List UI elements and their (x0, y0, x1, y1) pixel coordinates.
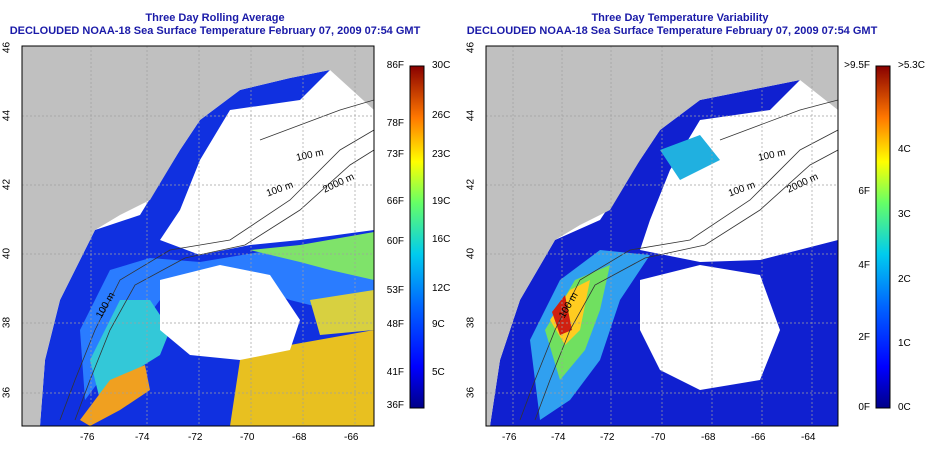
right-map (486, 46, 838, 426)
y-tick: 42 (1, 178, 13, 191)
right-title: Three Day Temperature Variability (591, 12, 769, 24)
left-subtitle: DECLOUDED NOAA-18 Sea Surface Temperatur… (9, 25, 421, 37)
colorbar-tick: >5.3C (898, 60, 925, 71)
x-tick: -68 (292, 432, 307, 443)
colorbar-tick: 6F (858, 186, 870, 197)
colorbar-tick: 53F (386, 285, 404, 296)
x-tick: -74 (135, 432, 150, 443)
colorbar-tick: 1C (898, 338, 911, 349)
colorbar-tick: 4C (898, 144, 911, 155)
colorbar-tick: 3C (898, 209, 911, 220)
right-subtitle: DECLOUDED NOAA-18 Sea Surface Temperatur… (466, 25, 878, 37)
right-colorbar (875, 65, 891, 409)
x-tick: -66 (344, 432, 359, 443)
y-tick: 40 (1, 247, 13, 260)
colorbar-tick: 0F (858, 402, 870, 413)
x-tick: -68 (701, 432, 716, 443)
y-tick: 44 (465, 109, 477, 122)
colorbar-tick: 66F (386, 196, 404, 207)
x-tick: -74 (551, 432, 566, 443)
colorbar-tick: 12C (432, 283, 451, 294)
x-tick: -64 (801, 432, 816, 443)
colorbar-tick: 5C (432, 367, 445, 378)
colorbar-tick: 2F (858, 332, 870, 343)
colorbar-tick: 4F (858, 260, 870, 271)
colorbar-tick: 26C (432, 110, 451, 121)
colorbar-tick: 36F (386, 400, 404, 411)
x-tick: -76 (80, 432, 95, 443)
y-tick: 40 (465, 247, 477, 260)
left-title: Three Day Rolling Average (145, 12, 285, 24)
colorbar-tick: 86F (386, 60, 404, 71)
left-map (22, 46, 374, 426)
y-tick: 42 (465, 178, 477, 191)
x-tick: -70 (240, 432, 255, 443)
y-tick: 38 (1, 316, 13, 329)
left-colorbar (409, 65, 425, 409)
colorbar-tick: 30C (432, 60, 451, 71)
colorbar-tick: 19C (432, 196, 451, 207)
y-tick: 36 (465, 386, 477, 399)
y-tick: 46 (1, 41, 13, 54)
x-tick: -72 (600, 432, 615, 443)
y-tick: 38 (465, 316, 477, 329)
colorbar-tick: >9.5F (844, 60, 870, 71)
y-tick: 46 (465, 41, 477, 54)
x-tick: -70 (651, 432, 666, 443)
y-tick: 44 (1, 109, 13, 122)
colorbar-tick: 73F (386, 149, 404, 160)
colorbar-tick: 2C (898, 274, 911, 285)
x-tick: -66 (751, 432, 766, 443)
x-tick: -76 (502, 432, 517, 443)
x-tick: -72 (188, 432, 203, 443)
colorbar-tick: 48F (386, 319, 404, 330)
colorbar-tick: 0C (898, 402, 911, 413)
colorbar-tick: 23C (432, 149, 451, 160)
colorbar-tick: 9C (432, 319, 445, 330)
colorbar-tick: 60F (386, 236, 404, 247)
colorbar-tick: 78F (386, 118, 404, 129)
colorbar-tick: 16C (432, 234, 451, 245)
y-tick: 36 (1, 386, 13, 399)
colorbar-tick: 41F (386, 367, 404, 378)
